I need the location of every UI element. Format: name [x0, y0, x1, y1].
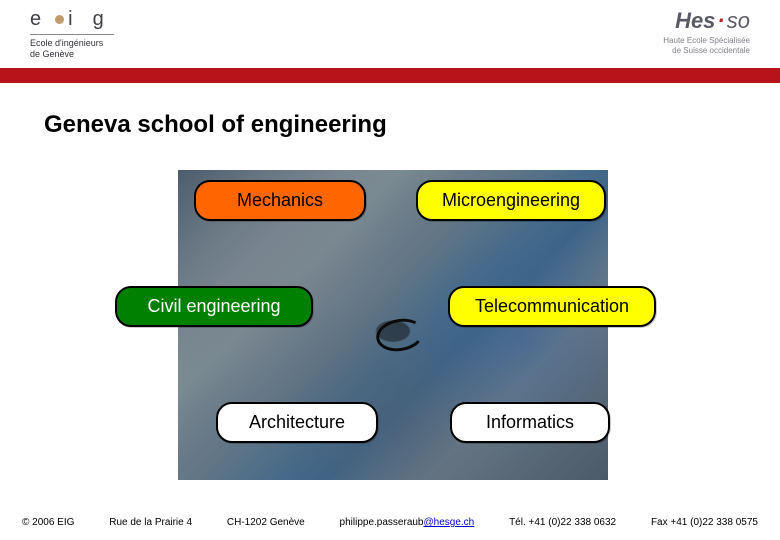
footer-tel: Tél. +41 (0)22 338 0632	[509, 517, 616, 528]
page-title: Geneva school of engineering	[0, 83, 780, 139]
logo-eig-subtitle: Ecole d'ingénieurs de Genève	[30, 34, 114, 60]
footer-email: philippe.passeraub@hesge.ch	[340, 517, 475, 528]
logo-eig-mark: eig	[30, 8, 114, 31]
pill-label: Architecture	[249, 412, 345, 432]
logo-hesso-sub2: de Suisse occidentale	[663, 46, 750, 56]
pill-label: Mechanics	[237, 190, 323, 210]
footer-email-local: philippe.passeraub	[340, 517, 424, 528]
logo-hesso-mark: Hes·so	[663, 8, 750, 34]
footer-fax: Fax +41 (0)22 338 0575	[651, 517, 758, 528]
logo-hesso: Hes·so Haute Ecole Spécialisée de Suisse…	[663, 8, 750, 55]
pill-civil-engineering: Civil engineering	[115, 286, 313, 327]
pill-label: Civil engineering	[147, 296, 280, 316]
logo-eig: eig Ecole d'ingénieurs de Genève	[30, 8, 114, 60]
pill-informatics: Informatics	[450, 402, 610, 443]
footer-address: Rue de la Prairie 4	[109, 517, 192, 528]
logo-eig-sub2: de Genève	[30, 49, 114, 60]
logo-letter-e: e	[30, 8, 51, 30]
footer-email-link[interactable]: @hesge.ch	[424, 517, 475, 528]
pill-architecture: Architecture	[216, 402, 378, 443]
footer: © 2006 EIG Rue de la Prairie 4 CH-1202 G…	[0, 517, 780, 528]
logo-hesso-sep: ·	[717, 8, 724, 33]
pill-microengineering: Microengineering	[416, 180, 606, 221]
logo-letter-g: g	[93, 8, 114, 30]
logo-hesso-so: so	[727, 8, 750, 33]
pill-telecommunication: Telecommunication	[448, 286, 656, 327]
pill-label: Informatics	[486, 412, 574, 432]
footer-city: CH-1202 Genève	[227, 517, 305, 528]
logo-hesso-hes: Hes	[675, 8, 715, 33]
divider-bar	[0, 68, 780, 83]
logo-dot-icon	[55, 15, 64, 24]
header: eig Ecole d'ingénieurs de Genève Hes·so …	[0, 0, 780, 68]
logo-letter-i: i	[68, 8, 82, 30]
footer-copyright: © 2006 EIG	[22, 517, 74, 528]
pill-label: Telecommunication	[475, 296, 629, 316]
logo-eig-sub1: Ecole d'ingénieurs	[30, 38, 114, 49]
pill-label: Microengineering	[442, 190, 580, 210]
pill-mechanics: Mechanics	[194, 180, 366, 221]
logo-hesso-sub1: Haute Ecole Spécialisée	[663, 36, 750, 46]
logo-hesso-subtitle: Haute Ecole Spécialisée de Suisse occide…	[663, 36, 750, 55]
